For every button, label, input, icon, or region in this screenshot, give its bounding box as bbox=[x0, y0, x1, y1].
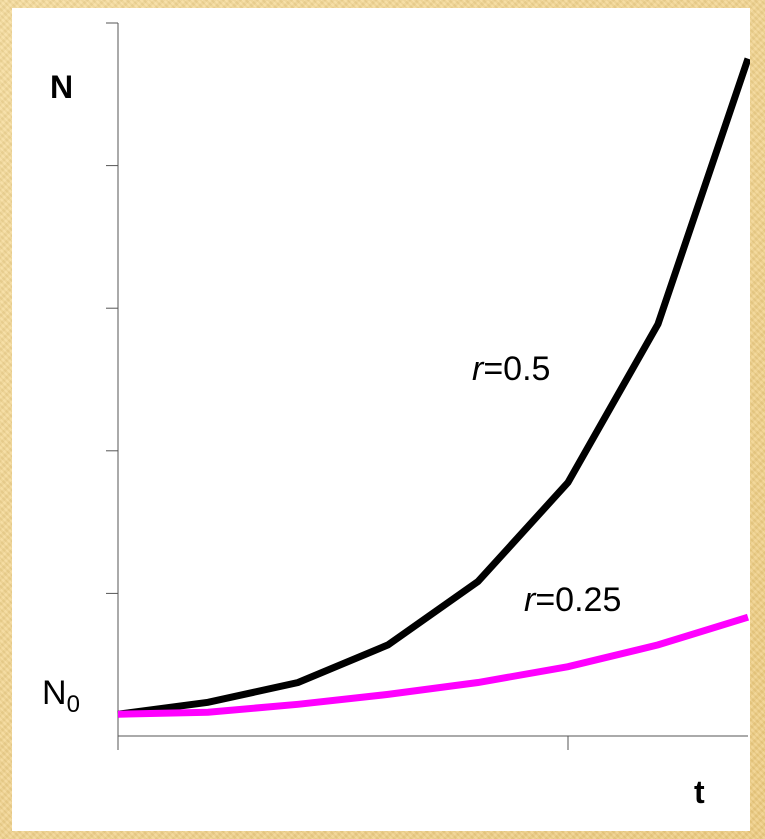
series-line-1 bbox=[117, 613, 750, 718]
labels-layer: N t N0 r=0.5 r=0.25 bbox=[42, 69, 705, 810]
series-label-r-0-5: r=0.5 bbox=[472, 350, 550, 388]
y-origin-label-main: N bbox=[42, 674, 67, 712]
series-label-r-0-25-prefix: r bbox=[524, 581, 537, 619]
series-line-0 bbox=[117, 57, 750, 718]
series-label-r-0-5-prefix: r bbox=[472, 350, 485, 388]
series-label-r-0-25-value: =0.25 bbox=[535, 581, 621, 619]
x-axis-label: t bbox=[694, 774, 705, 810]
y-origin-label-subscript: 0 bbox=[67, 691, 80, 718]
y-origin-label: N0 bbox=[42, 674, 80, 718]
series-label-r-0-25: r=0.25 bbox=[524, 581, 621, 619]
series-label-r-0-5-value: =0.5 bbox=[483, 350, 550, 388]
exponential-growth-chart: N t N0 r=0.5 r=0.25 bbox=[42, 22, 750, 810]
series-layer bbox=[117, 57, 750, 718]
axes bbox=[106, 22, 748, 750]
chart-figure: N t N0 r=0.5 r=0.25 bbox=[12, 8, 750, 831]
y-axis-label: N bbox=[50, 69, 73, 105]
